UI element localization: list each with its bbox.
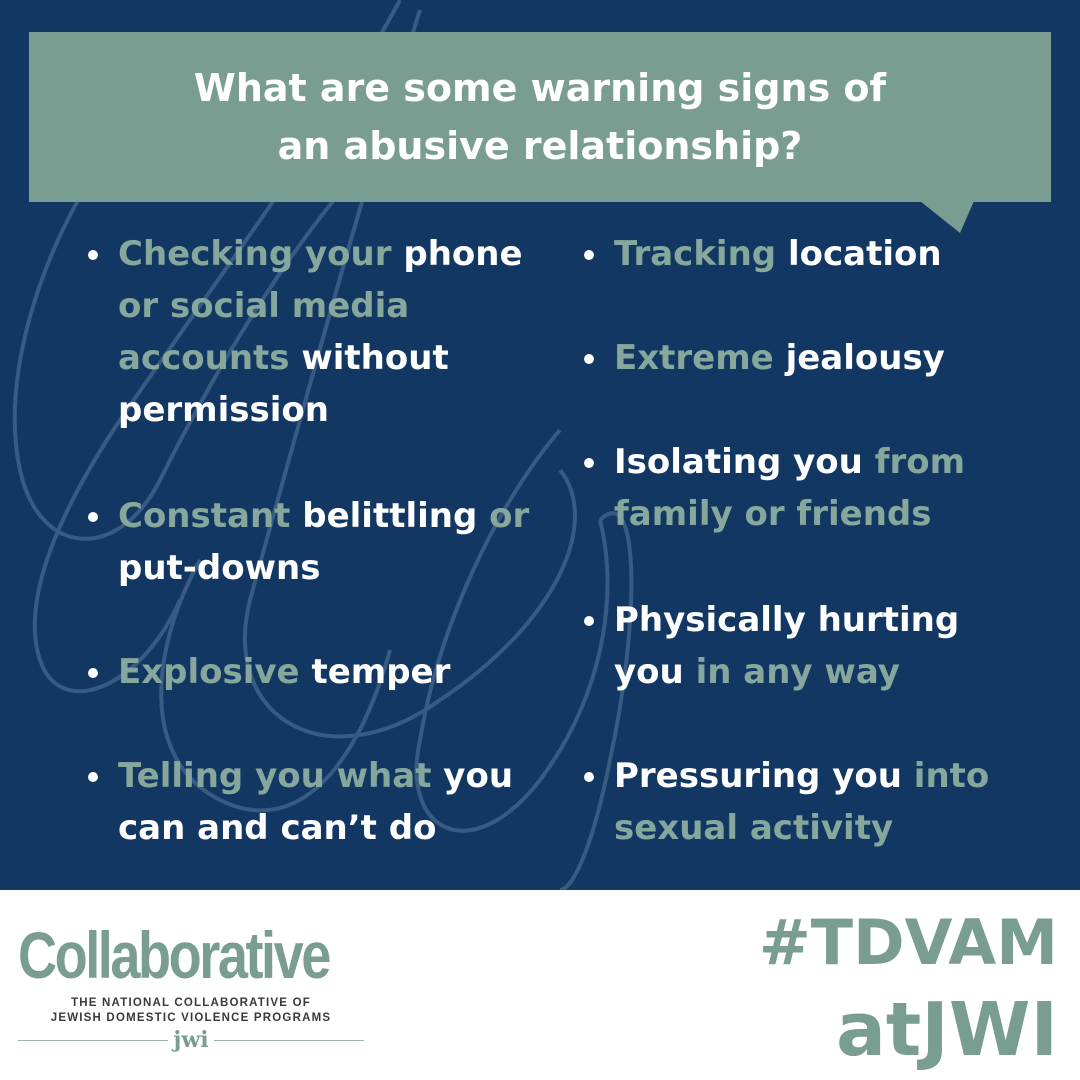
script-flourish-icon (12, 0, 634, 890)
item-text-accent: Constant (118, 496, 291, 536)
item-text-accent: Explosive (118, 652, 300, 692)
speech-tail-icon (920, 201, 974, 233)
list-item-checking-phone: Checking your phone or social media acco… (88, 228, 538, 436)
hashtag-atjwi: atJWI (836, 987, 1058, 1073)
item-text-accent: or social media accounts (118, 286, 410, 378)
item-text-emphasis: Isolating you (614, 442, 863, 482)
item-text-emphasis: put-downs (118, 548, 321, 588)
hashtag-tdvam: #TDVAM (758, 906, 1058, 979)
bullet-dot-icon (88, 250, 98, 260)
item-text-accent: or (477, 496, 530, 536)
jwi-logo-mark: jwi (168, 1026, 214, 1054)
item-text-accent: Extreme (614, 338, 774, 378)
item-text-accent: Tracking (614, 234, 777, 274)
item-text-accent: in any way (683, 652, 900, 692)
item-text-accent: Telling you what (118, 756, 432, 796)
list-item-telling-you: Telling you what you can and can’t do (88, 750, 538, 854)
item-text-emphasis: temper (299, 652, 451, 692)
logo-subtitle: THE NATIONAL COLLABORATIVE OF JEWISH DOM… (18, 996, 364, 1026)
list-item-pressuring: Pressuring you into sexual activity (584, 750, 1034, 854)
item-text-accent: into sexual activity (614, 756, 990, 848)
bullet-dot-icon (88, 512, 98, 522)
logo-subtitle-line-2: JEWISH DOMESTIC VIOLENCE PROGRAMS (50, 1012, 332, 1024)
item-text-emphasis: phone (391, 234, 523, 274)
headline-line-1: What are some warning signs of (193, 66, 887, 110)
bullet-dot-icon (88, 668, 98, 678)
item-text-emphasis: jealousy (773, 338, 945, 378)
bullet-dot-icon (584, 354, 594, 364)
bullet-dot-icon (584, 250, 594, 260)
item-text-emphasis: belittling (290, 496, 478, 536)
question-speech-bubble: What are some warning signs of an abusiv… (29, 32, 1051, 202)
item-text-emphasis: location (776, 234, 942, 274)
footer-bar: Collaborative THE NATIONAL COLLABORATIVE… (0, 890, 1080, 1080)
list-item-tracking: Tracking location (584, 228, 1034, 280)
list-item-isolating: Isolating you from family or friends (584, 436, 1034, 540)
list-item-jealousy: Extreme jealousy (584, 332, 1034, 384)
collaborative-logo: Collaborative (18, 918, 331, 992)
item-text-emphasis: Physically hurting you (614, 600, 960, 692)
item-text-emphasis: Pressuring you (614, 756, 902, 796)
bullet-dot-icon (584, 458, 594, 468)
logo-subtitle-line-1: THE NATIONAL COLLABORATIVE OF (71, 997, 311, 1009)
bullet-dot-icon (584, 616, 594, 626)
list-item-explosive-temper: Explosive temper (88, 646, 538, 698)
list-item-belittling: Constant belittling or put-downs (88, 490, 538, 594)
bullet-dot-icon (584, 772, 594, 782)
bullet-dot-icon (88, 772, 98, 782)
headline: What are some warning signs of an abusiv… (194, 59, 886, 175)
item-text-accent: from family or friends (614, 442, 966, 534)
list-item-physically-hurting: Physically hurting you in any way (584, 594, 1034, 698)
item-text-emphasis: you can and can’t do (118, 756, 514, 848)
item-text-accent: Checking your (118, 234, 392, 274)
headline-line-2: an abusive relationship? (277, 124, 803, 168)
item-text-emphasis: without permission (118, 338, 449, 430)
